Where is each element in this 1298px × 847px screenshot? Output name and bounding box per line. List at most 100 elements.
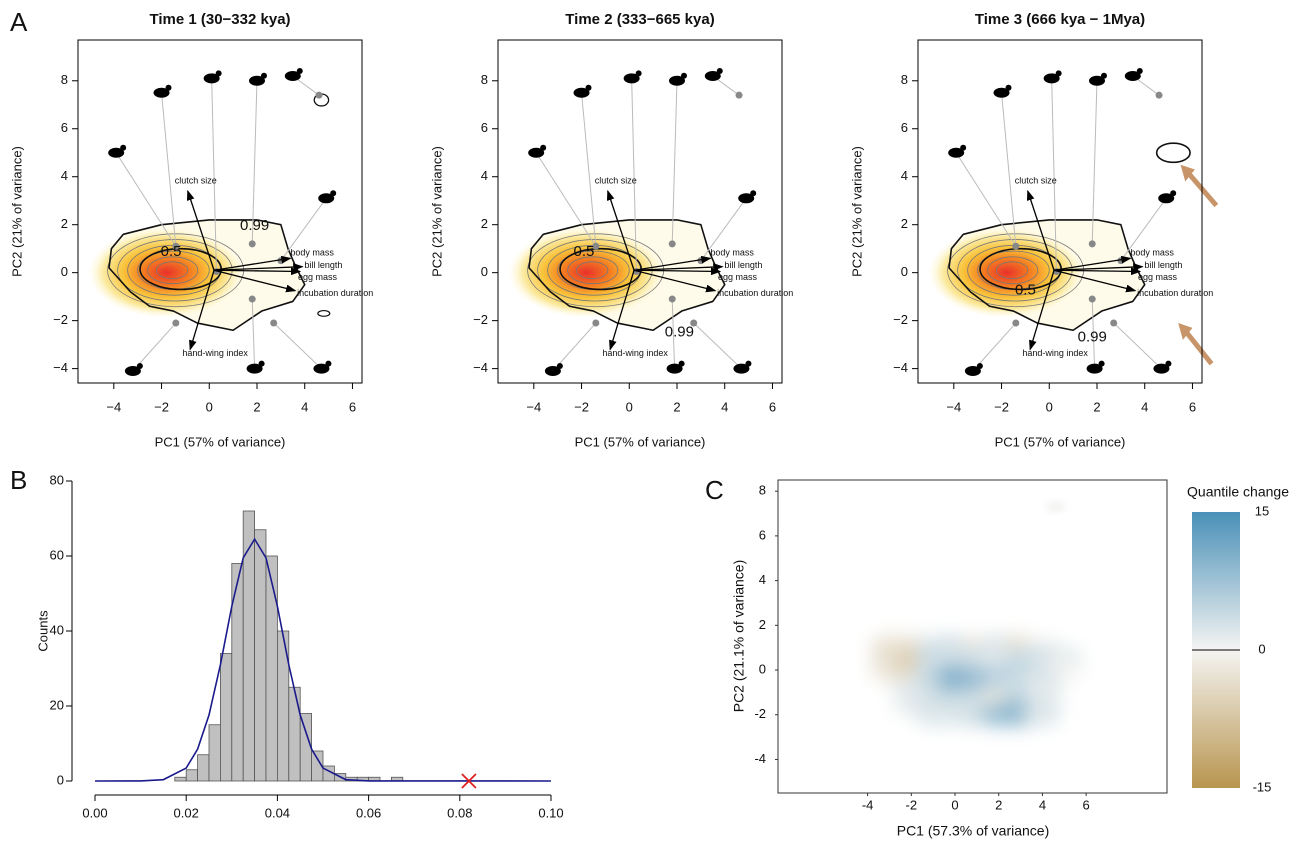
contour-line xyxy=(155,261,189,280)
species-icon xyxy=(165,84,172,91)
species-icon xyxy=(738,193,755,204)
species-point xyxy=(1088,240,1096,248)
species-connector xyxy=(535,152,597,247)
y-tick-label: 2 xyxy=(759,617,766,632)
loading-arrow xyxy=(213,255,292,271)
species-connector xyxy=(693,322,742,369)
species-icon xyxy=(330,190,337,197)
bar xyxy=(242,510,255,782)
y-tick-label: 20 xyxy=(50,697,64,712)
heat-cell xyxy=(1023,702,1062,727)
colorbar-tick-label: 0 xyxy=(1258,641,1265,656)
loading-arrow xyxy=(1054,263,1144,271)
species-icon xyxy=(716,67,723,74)
species-connector xyxy=(1091,299,1096,369)
panel-label: C xyxy=(705,475,724,505)
y-tick-label: 40 xyxy=(50,622,64,637)
species-icon xyxy=(745,360,752,367)
species-icon xyxy=(635,70,642,77)
colorbar-tick-label: 15 xyxy=(1255,503,1269,518)
loading-arrow xyxy=(634,263,724,271)
species-icon xyxy=(124,366,141,377)
species-connector xyxy=(251,80,258,244)
species-icon xyxy=(325,360,332,367)
loading-label: bill length xyxy=(304,260,342,270)
species-icon xyxy=(948,147,965,158)
species-icon xyxy=(750,190,757,197)
species-point xyxy=(592,319,600,327)
x-tick-label: 4 xyxy=(301,399,308,414)
species-icon xyxy=(960,144,967,151)
contour-label: 0.99 xyxy=(240,217,269,234)
loading-arrow xyxy=(633,255,712,271)
heat-layer xyxy=(870,635,1083,727)
species-icon xyxy=(733,363,750,374)
y-tick-label: -4 xyxy=(754,751,766,766)
highlight-arrow xyxy=(1180,326,1214,366)
colorbar-tick-label: -15 xyxy=(1253,779,1272,794)
species-icon xyxy=(203,73,220,84)
bar xyxy=(174,776,187,782)
species-icon xyxy=(248,75,265,86)
y-tick-label: 2 xyxy=(901,216,908,231)
species-point xyxy=(248,295,256,303)
species-icon xyxy=(1086,363,1103,374)
contour-line xyxy=(567,256,619,285)
species-icon xyxy=(1124,70,1141,81)
species-icon xyxy=(1153,363,1170,374)
loading-arrow xyxy=(189,270,215,351)
x-tick-label: 0 xyxy=(626,399,633,414)
y-tick-label: 2 xyxy=(481,216,488,231)
species-icon xyxy=(136,363,143,370)
species-connector xyxy=(700,198,747,261)
x-tick-label: 0.02 xyxy=(174,805,199,820)
x-tick-label: 0.04 xyxy=(265,805,290,820)
panel-label: A xyxy=(10,7,28,37)
species-icon xyxy=(1100,72,1107,79)
y-tick-label: 0 xyxy=(481,264,488,279)
species-icon xyxy=(680,72,687,79)
y-tick-label: 8 xyxy=(759,483,766,498)
loading-label: body mass xyxy=(1130,248,1174,258)
species-connector xyxy=(1051,78,1057,272)
y-tick-label: 6 xyxy=(901,120,908,135)
loading-arrow xyxy=(214,263,304,271)
x-tick-label: 4 xyxy=(1039,797,1046,812)
contour-label: 0.99 xyxy=(1078,328,1107,345)
species-connector xyxy=(211,78,217,272)
y-tick-label: 6 xyxy=(61,120,68,135)
loading-label: egg mass xyxy=(298,272,338,282)
species-connector xyxy=(631,78,637,272)
y-tick-label: -2 xyxy=(754,706,766,721)
species-connector xyxy=(161,92,177,247)
x-axis-label: PC1 (57% of variance) xyxy=(155,434,286,449)
contour-line xyxy=(948,219,1146,332)
loading-arrow xyxy=(1026,189,1055,271)
loading-label: egg mass xyxy=(718,272,758,282)
species-point xyxy=(668,295,676,303)
species-icon xyxy=(540,144,547,151)
x-tick-label: −4 xyxy=(526,399,541,414)
species-connector xyxy=(1120,198,1167,261)
species-connector xyxy=(1113,322,1162,369)
y-tick-label: −2 xyxy=(893,312,908,327)
loading-arrow xyxy=(634,267,722,276)
species-point xyxy=(172,319,180,327)
x-tick-label: 4 xyxy=(721,399,728,414)
species-connector xyxy=(955,152,1017,247)
species-icon xyxy=(260,72,267,79)
contour-label: 0.5 xyxy=(1015,282,1036,299)
species-icon xyxy=(318,193,335,204)
highlight-arrow xyxy=(1178,323,1193,340)
plot-frame xyxy=(497,39,783,384)
loading-label: bill length xyxy=(724,260,762,270)
chart-title: Time 2 (333−665 kya) xyxy=(565,11,714,28)
species-icon xyxy=(1098,360,1105,367)
loading-label: egg mass xyxy=(1138,272,1178,282)
y-tick-label: 4 xyxy=(61,168,68,183)
y-tick-label: 0 xyxy=(57,772,64,787)
contour-line xyxy=(575,261,609,280)
y-tick-label: 0 xyxy=(901,264,908,279)
y-tick-label: 2 xyxy=(61,216,68,231)
